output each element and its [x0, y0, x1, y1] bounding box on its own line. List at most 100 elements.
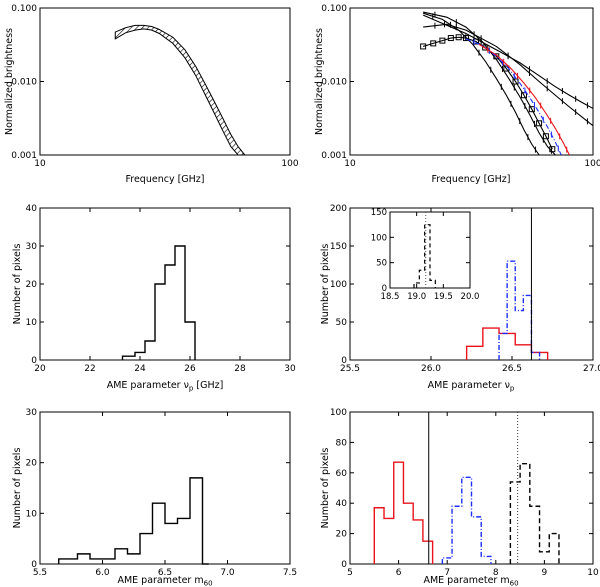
y-tick-label: 10: [26, 509, 38, 519]
uncertainty-band: [114, 24, 246, 156]
y-tick-label: 40: [336, 499, 348, 509]
y-tick-label: 100: [330, 280, 347, 290]
panel-nu-histogram: 20 22 24 26 28 30 0 10 20 30 40 AME parameter νp […: [12, 204, 296, 393]
x-tick-label: 26.0: [421, 364, 441, 374]
x-axis-title: AME parameter m60: [117, 575, 212, 587]
x-tick-label: 100: [281, 159, 298, 169]
axis-ticks: 25.5 26.0 26.5 27.0 0 50 100 150 200: [330, 204, 600, 374]
x-tick-label: 24: [134, 364, 146, 374]
axis-ticks: 20 22 24 26 28 30 0 10 20 30 40: [26, 204, 296, 374]
y-tick-label: 150: [330, 242, 347, 252]
y-tick-label: 0: [31, 356, 37, 366]
x-tick-label: 20.0: [461, 292, 480, 302]
histogram-blue: [441, 476, 492, 564]
axis-ticks: 10 100 0.001 0.010 0.100: [11, 4, 299, 169]
y-tick-label: 50: [336, 318, 348, 328]
y-axis-title: Number of pixels: [320, 244, 331, 325]
square-marker: [420, 43, 427, 50]
y-tick-label: 0: [341, 356, 347, 366]
plot-marks: [373, 412, 560, 564]
square-marker: [512, 78, 519, 85]
x-tick-label: 20: [34, 364, 46, 374]
plot-marks: [465, 208, 549, 360]
histogram-pixels: [121, 245, 196, 360]
x-tick-label: 10: [587, 568, 599, 578]
square-marker: [439, 37, 446, 44]
y-tick-label: 0: [341, 560, 347, 570]
x-tick-label: 25.5: [340, 364, 360, 374]
x-axis-title: AME parameter νp: [428, 380, 515, 393]
inset-frame: [389, 211, 471, 289]
x-tick-label: 30: [284, 364, 296, 374]
y-tick-label: 0: [382, 284, 387, 294]
y-tick-label: 0.010: [321, 78, 347, 88]
y-axis-title: Number of pixels: [320, 448, 331, 529]
x-tick-label: 9: [542, 568, 548, 578]
x-tick-label: 7.0: [220, 568, 235, 578]
square-marker: [542, 133, 549, 140]
y-tick-label: 0.001: [11, 151, 37, 161]
y-tick-label: 0.001: [321, 151, 347, 161]
square-marker: [493, 53, 500, 60]
y-tick-label: 50: [376, 259, 387, 269]
plot-marks: [121, 245, 196, 360]
x-tick-label: 5.5: [33, 568, 47, 578]
square-marker: [536, 120, 543, 127]
y-tick-label: 100: [330, 408, 347, 418]
y-tick-label: 20: [336, 530, 348, 540]
y-tick-label: 0.010: [11, 78, 37, 88]
series-line-steep-spectrum-2: [423, 11, 556, 155]
square-marker: [455, 34, 462, 41]
x-tick-label: 100: [584, 159, 600, 169]
panel-nu-comparison: 25.5 26.0 26.5 27.0 0 50 100 150 200 18.5 19.0 19.…: [320, 204, 600, 393]
x-tick-label: 5: [347, 568, 353, 578]
plot-marks: [114, 24, 246, 156]
y-tick-label: 150: [371, 208, 387, 218]
plot-marks: [420, 11, 593, 155]
x-tick-label: 26.5: [502, 364, 522, 374]
square-marker: [520, 92, 527, 99]
x-tick-label: 6: [396, 568, 402, 578]
plot-frame: [349, 411, 594, 565]
series-line-flat-spectrum: [422, 14, 593, 109]
y-axis-title: Normalized brightness: [314, 28, 325, 135]
square-marker: [430, 40, 437, 47]
y-tick-label: 80: [336, 438, 348, 448]
x-tick-label: 7.5: [283, 568, 297, 578]
histogram-red: [373, 461, 434, 564]
square-marker: [549, 146, 556, 153]
histogram-blue: [498, 260, 541, 360]
x-tick-label: 7: [444, 568, 450, 578]
square-marker: [447, 35, 454, 42]
x-axis-title: Frequency [GHz]: [431, 174, 510, 185]
x-tick-label: 18.5: [381, 292, 400, 302]
x-tick-label: 10: [34, 159, 46, 169]
x-axis-title: AME parameter νp [GHz]: [107, 380, 224, 393]
x-tick-label: 27.0: [583, 364, 600, 374]
x-tick-label: 8: [493, 568, 499, 578]
y-tick-label: 60: [336, 469, 348, 479]
x-tick-label: 6.5: [158, 568, 172, 578]
histogram-black-dashed: [413, 224, 436, 288]
x-tick-label: 22: [84, 364, 95, 374]
series-line-steep-spectrum-1: [422, 12, 540, 155]
square-marker: [528, 106, 535, 113]
x-tick-label: 19.5: [434, 292, 453, 302]
y-tick-label: 30: [26, 242, 38, 252]
y-tick-label: 0: [31, 560, 37, 570]
histogram-black-dashed: [509, 462, 560, 564]
y-tick-label: 20: [26, 459, 38, 469]
y-tick-label: 40: [26, 204, 38, 214]
y-tick-label: 20: [26, 280, 38, 290]
histogram-pixels: [58, 477, 209, 565]
inset-marks: [413, 212, 436, 288]
x-tick-label: 6.0: [95, 568, 110, 578]
y-tick-label: 0.100: [11, 4, 37, 14]
plot-frame: [349, 7, 594, 156]
series-line-red-model: [478, 43, 570, 155]
y-tick-label: 0.100: [321, 4, 347, 14]
panel-spectrum-models: 10 100 0.001 0.010 0.100 Frequency [GHz] Nor…: [314, 4, 600, 185]
series-group: [420, 11, 593, 155]
